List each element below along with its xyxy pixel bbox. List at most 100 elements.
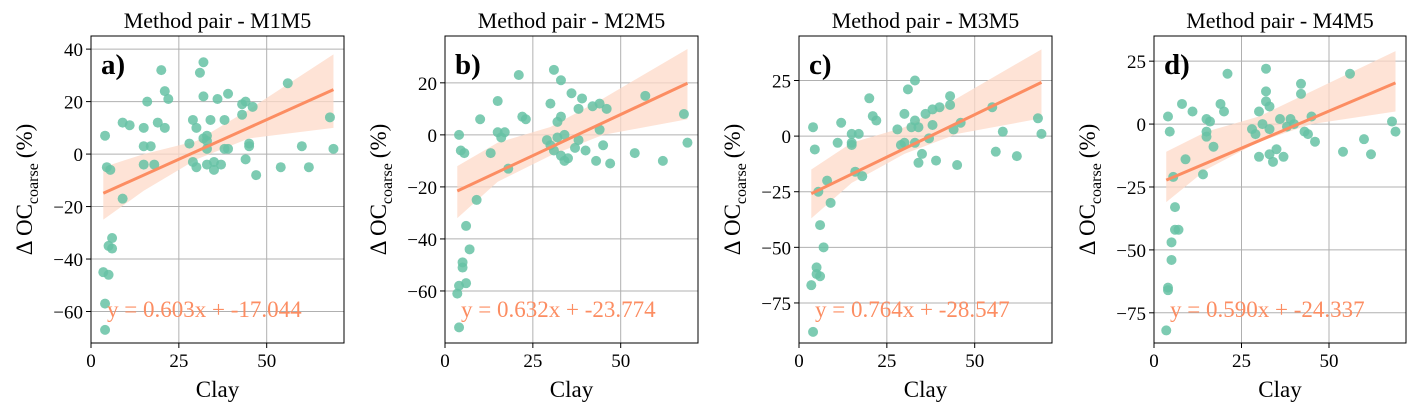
scatter-point <box>237 109 248 120</box>
scatter-point <box>1166 254 1177 265</box>
scatter-point <box>100 130 111 141</box>
scatter-point <box>201 135 212 146</box>
scatter-point <box>1296 78 1306 89</box>
scatter-point <box>1036 128 1047 139</box>
regression-equation: y = 0.764x + -28.547 <box>815 297 1010 322</box>
scatter-point <box>1198 169 1208 180</box>
scatter-point <box>240 96 251 107</box>
scatter-point <box>1187 106 1198 117</box>
scatter-point <box>1163 111 1173 122</box>
scatter-point <box>846 140 857 151</box>
scatter-point <box>1180 154 1191 165</box>
scatter-point <box>142 96 153 107</box>
scatter-point <box>1345 68 1355 79</box>
scatter-point <box>1163 285 1173 296</box>
scatter-point <box>1201 131 1212 142</box>
scatter-point <box>864 93 875 104</box>
scatter-point <box>454 322 465 333</box>
scatter-point <box>562 153 573 164</box>
scatter-point <box>815 220 826 231</box>
scatter-point <box>1170 202 1180 213</box>
scatter-point <box>459 148 470 159</box>
scatter-point <box>1338 146 1348 157</box>
scatter-point <box>138 122 149 133</box>
confidence-band <box>811 49 1042 219</box>
scatter-point <box>1208 141 1219 152</box>
scatter-point <box>452 288 463 299</box>
chart-title: Method pair - M1M5 <box>124 8 312 33</box>
scatter-point <box>1261 63 1271 74</box>
scatter-point <box>545 98 556 109</box>
scatter-point <box>857 171 868 182</box>
scatter-point <box>152 117 163 128</box>
scatter-point <box>107 243 118 254</box>
y-axis-label-sub: coarse <box>379 163 396 204</box>
scatter-point <box>1205 116 1215 127</box>
y-tick-label: −40 <box>53 250 83 271</box>
scatter-point <box>1359 134 1369 145</box>
scatter-point <box>598 140 609 151</box>
scatter-point <box>223 88 234 99</box>
scatter-point <box>499 127 510 138</box>
regression-line <box>1165 81 1397 182</box>
scatter-point <box>198 57 209 68</box>
scatter-point <box>945 99 956 110</box>
scatter-point <box>103 269 114 280</box>
y-axis-label-unit: (%) <box>12 124 37 158</box>
scatter-point <box>461 220 472 231</box>
scatter-point <box>580 145 591 156</box>
confidence-band <box>103 54 334 220</box>
scatter-point <box>591 155 602 166</box>
scatter-point <box>296 141 307 152</box>
scatter-point <box>223 143 234 154</box>
scatter-point <box>822 175 833 186</box>
x-tick-label: 0 <box>440 351 450 372</box>
scatter-point <box>559 129 570 140</box>
scatter-point <box>853 128 864 139</box>
y-axis-label: Δ OCcoarse (%) <box>720 124 750 256</box>
y-axis-label-main: Δ OC <box>1075 204 1100 255</box>
scatter-point <box>208 164 219 175</box>
y-tick-label: 25 <box>772 71 791 92</box>
chart-title: Method pair - M4M5 <box>1186 8 1374 33</box>
scatter-point <box>570 142 581 153</box>
y-tick-label: −60 <box>407 282 437 303</box>
scatter-point <box>324 112 335 123</box>
scatter-point <box>811 262 822 273</box>
scatter-point <box>997 126 1008 137</box>
y-tick-label: −25 <box>761 183 791 204</box>
scatter-point <box>303 162 314 173</box>
y-tick-label: 0 <box>782 127 792 148</box>
scatter-point <box>187 114 198 125</box>
scatter-point <box>913 157 924 168</box>
scatter-point <box>1310 136 1320 147</box>
y-tick-label: 40 <box>64 40 83 61</box>
y-tick-label: 20 <box>418 74 437 95</box>
scatter-point <box>198 91 209 102</box>
scatter-point <box>1219 106 1229 117</box>
scatter-point <box>566 88 577 99</box>
scatter-point <box>1264 149 1275 160</box>
scatter-point <box>825 197 836 208</box>
y-tick-label: −75 <box>1116 304 1146 325</box>
scatter-point <box>138 159 149 170</box>
confidence-band <box>1166 51 1396 203</box>
scatter-point <box>594 98 605 109</box>
y-axis-label-sub: coarse <box>25 163 42 204</box>
scatter-point <box>1254 151 1264 162</box>
scatter-point <box>927 119 938 130</box>
scatter-point <box>555 111 566 122</box>
y-axis-label-unit: (%) <box>366 124 391 158</box>
chart-panel-4: 0 25 50 −75 −50 −25 0 25 Method pair - M4M5 Clay Δ… <box>1075 8 1407 402</box>
y-tick-label: −20 <box>53 198 83 219</box>
y-axis-label: Δ OCcoarse (%) <box>12 124 42 256</box>
scatter-point <box>240 154 251 165</box>
scatter-point <box>1278 151 1289 162</box>
scatter-point <box>124 120 135 131</box>
y-axis-label: Δ OCcoarse (%) <box>366 124 396 256</box>
scatter-point <box>145 141 156 152</box>
regression-line <box>456 81 689 193</box>
scatter-point <box>1254 106 1264 117</box>
